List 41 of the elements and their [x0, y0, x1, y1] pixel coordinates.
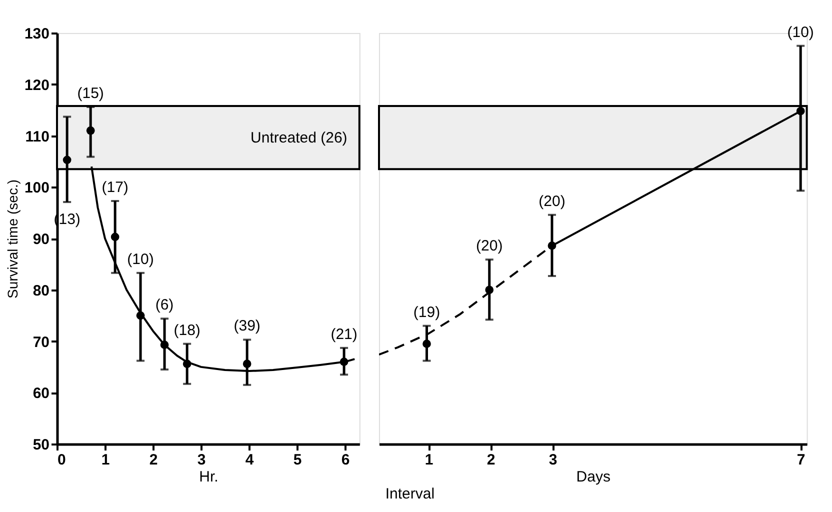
y-tick-label: 60 [32, 385, 50, 402]
y-tick-label: 110 [25, 128, 50, 146]
annotation: (18) [174, 322, 200, 339]
x-tick-label: 7 [796, 452, 806, 468]
y-tick-label: 90 [32, 231, 50, 248]
text: Interval [385, 486, 435, 502]
point [62, 156, 72, 164]
annotation: (39) [234, 318, 260, 335]
y-tick-label: 80 [32, 282, 50, 300]
annotation: (15) [77, 84, 104, 102]
x-tick-label: 3 [548, 452, 558, 468]
x-tick-label: 3 [197, 452, 206, 468]
x-tick-label: 6 [341, 452, 350, 468]
band-label: Untreated (26) [250, 130, 348, 147]
y-tick-label: 50 [32, 436, 50, 454]
y-tick-label: 120 [24, 76, 50, 94]
annotation: (10) [787, 24, 814, 41]
x-tick-label: 2 [149, 452, 158, 468]
y-tick-label: 130 [24, 26, 50, 42]
x-tick-label: 5 [293, 452, 302, 468]
x-axis-title: Hr. [199, 468, 218, 486]
point [242, 360, 252, 368]
y-tick-label: 70 [32, 334, 50, 351]
x-tick-label: 1 [424, 452, 434, 468]
x-tick-label: 2 [486, 452, 496, 468]
point [110, 232, 120, 242]
annotation: (17) [102, 178, 128, 196]
annotation: (20) [476, 238, 503, 255]
annotation: (19) [413, 304, 440, 321]
y-axis-title: Survival time (sec.) [4, 179, 20, 299]
annotation: (10) [127, 250, 154, 268]
point [422, 340, 431, 348]
x-axis-title: Days [576, 468, 610, 486]
annotation: (20) [538, 192, 566, 210]
x-tick-label: 4 [245, 452, 254, 468]
x-tick-label: 0 [58, 452, 66, 468]
point [86, 126, 95, 135]
y-tick-label: 100 [24, 180, 50, 197]
x-tick-label: 1 [101, 452, 110, 468]
annotation: (21) [330, 326, 358, 343]
annotation: (6) [155, 296, 174, 314]
